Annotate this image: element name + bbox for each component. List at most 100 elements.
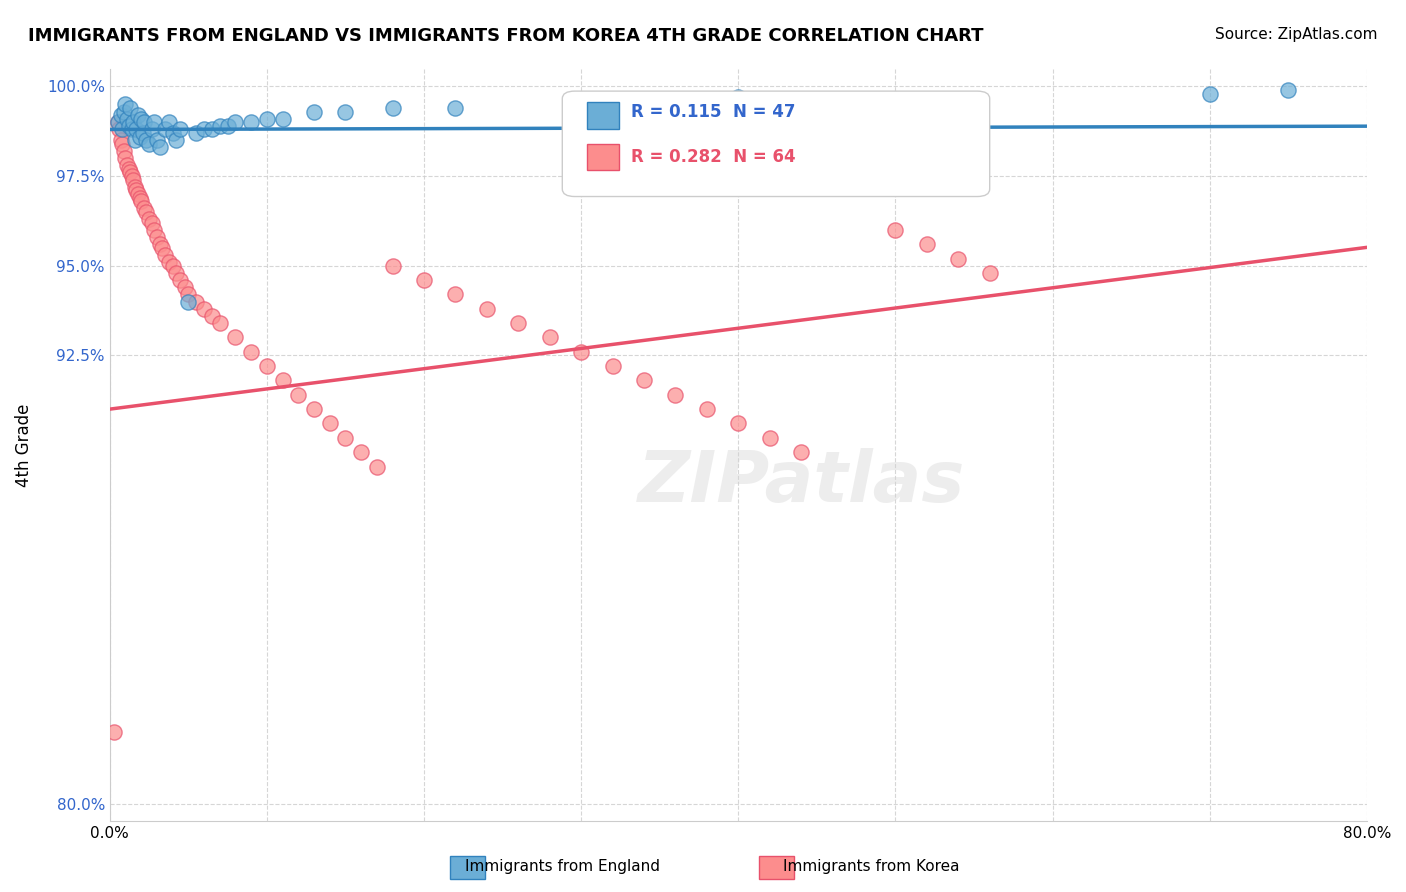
Immigrants from England [1198,87,1220,101]
Immigrants from England [302,104,325,119]
Y-axis label: 4th Grade: 4th Grade [15,403,32,487]
Immigrants from Korea [201,309,224,323]
Immigrants from England [114,97,136,112]
Immigrants from Korea [115,158,138,172]
Immigrants from Korea [159,255,181,269]
Immigrants from Korea [186,294,208,309]
Immigrants from England [111,122,134,136]
Immigrants from England [124,133,146,147]
Immigrants from England [169,122,191,136]
Immigrants from Korea [335,431,357,445]
Immigrants from Korea [193,301,215,316]
Immigrants from Korea [165,266,187,280]
Immigrants from Korea [727,417,749,431]
Immigrants from Korea [569,344,592,359]
Immigrants from Korea [112,144,135,158]
Text: Immigrants from Korea: Immigrants from Korea [783,859,960,874]
Text: R = 0.282  N = 64: R = 0.282 N = 64 [631,148,796,167]
Immigrants from Korea [122,172,145,186]
Immigrants from England [132,126,155,140]
Immigrants from Korea [979,266,1001,280]
Immigrants from Korea [240,344,263,359]
Immigrants from Korea [413,273,436,287]
Immigrants from Korea [444,287,467,301]
Immigrants from England [107,115,129,129]
Immigrants from Korea [915,237,938,252]
FancyBboxPatch shape [562,91,990,196]
Immigrants from Korea [664,388,686,402]
Immigrants from Korea [138,212,160,227]
FancyBboxPatch shape [588,103,619,128]
Immigrants from Korea [319,417,342,431]
Text: Source: ZipAtlas.com: Source: ZipAtlas.com [1215,27,1378,42]
Immigrants from England [648,94,671,108]
Immigrants from Korea [127,186,149,201]
Immigrants from Korea [381,259,404,273]
Immigrants from England [115,112,138,126]
Immigrants from England [335,104,357,119]
Immigrants from England [727,90,749,104]
Immigrants from Korea [107,115,129,129]
Immigrants from Korea [124,179,146,194]
Immigrants from Korea [134,202,156,216]
Immigrants from England [153,122,176,136]
Immigrants from Korea [146,230,169,244]
Immigrants from England [569,169,592,183]
Immigrants from Korea [149,237,172,252]
Immigrants from Korea [153,248,176,262]
Immigrants from England [129,112,152,126]
Immigrants from England [142,115,165,129]
Immigrants from England [128,129,150,144]
Immigrants from England [127,108,149,122]
Immigrants from England [444,101,467,115]
Immigrants from England [141,122,163,136]
Immigrants from Korea [633,374,655,388]
Immigrants from England [110,108,132,122]
Text: IMMIGRANTS FROM ENGLAND VS IMMIGRANTS FROM KOREA 4TH GRADE CORRELATION CHART: IMMIGRANTS FROM ENGLAND VS IMMIGRANTS FR… [28,27,984,45]
Immigrants from Korea [602,359,624,373]
Text: Immigrants from England: Immigrants from England [465,859,659,874]
Immigrants from Korea [287,388,309,402]
Immigrants from Korea [111,136,134,151]
Immigrants from Korea [271,374,294,388]
Immigrants from England [271,112,294,126]
Immigrants from Korea [169,273,191,287]
Immigrants from England [117,119,139,133]
Immigrants from England [224,115,246,129]
Immigrants from England [135,133,157,147]
Immigrants from Korea [177,287,200,301]
Immigrants from Korea [174,280,197,294]
Immigrants from Korea [948,252,970,266]
Immigrants from Korea [224,330,246,344]
Text: R = 0.115  N = 47: R = 0.115 N = 47 [631,103,796,121]
Immigrants from England [120,101,142,115]
Immigrants from England [159,115,181,129]
Immigrants from Korea [142,223,165,237]
Immigrants from England [201,122,224,136]
Immigrants from Korea [256,359,278,373]
Immigrants from England [217,119,239,133]
Immigrants from Korea [125,183,148,197]
Immigrants from Korea [884,223,907,237]
Immigrants from Korea [208,316,231,330]
Immigrants from England [177,294,200,309]
Immigrants from England [134,115,156,129]
Immigrants from Korea [302,402,325,417]
Immigrants from England [121,122,143,136]
Immigrants from Korea [117,161,139,176]
Immigrants from England [256,112,278,126]
Immigrants from Korea [120,165,142,179]
Immigrants from Korea [366,459,388,474]
Immigrants from England [162,126,184,140]
Immigrants from England [125,122,148,136]
Immigrants from England [122,115,145,129]
Immigrants from Korea [128,191,150,205]
Immigrants from England [112,104,135,119]
Immigrants from England [165,133,187,147]
Immigrants from Korea [758,431,780,445]
Immigrants from England [186,126,208,140]
Immigrants from Korea [114,151,136,165]
Immigrants from England [1277,83,1299,97]
Immigrants from England [149,140,172,154]
Immigrants from Korea [141,216,163,230]
